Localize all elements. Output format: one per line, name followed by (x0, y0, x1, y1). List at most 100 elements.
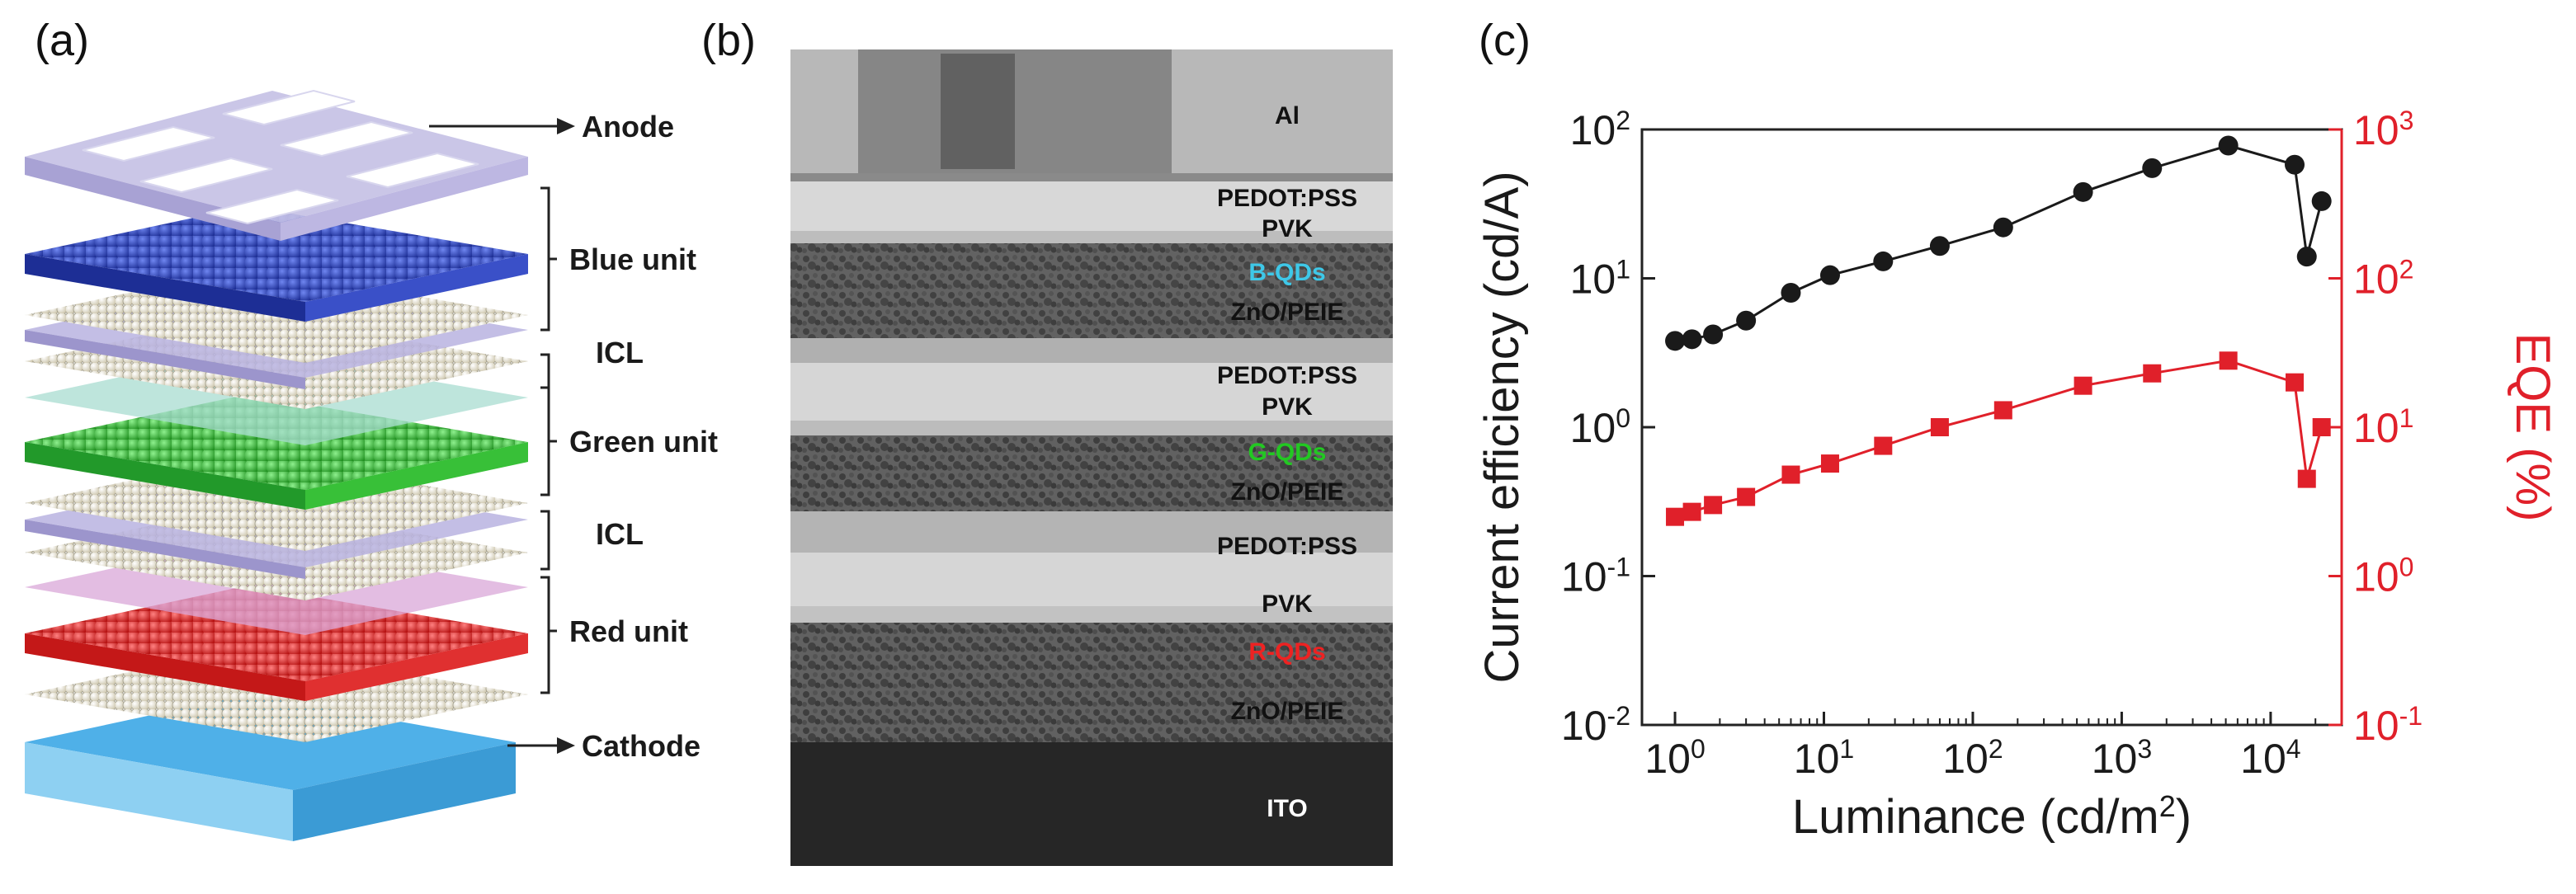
eqe-point-13 (2297, 469, 2316, 488)
pedot-label-2: PEDOT:PSS (1217, 362, 1357, 389)
anode-layer (25, 89, 528, 241)
y2-tick-label-4: 103 (2353, 106, 2413, 153)
x-tick-label-0: 100 (1644, 734, 1705, 782)
series-lines (1674, 144, 2324, 519)
y-tick-label-1: 10-1 (1561, 553, 1630, 600)
ce-point-1 (1682, 329, 1702, 350)
eqe-point-10 (2143, 364, 2162, 383)
ce-point-3 (1736, 310, 1757, 331)
y2-tick-label-0: 10-1 (2353, 701, 2423, 749)
series-markers (1665, 135, 2332, 526)
x-tick-label-3: 103 (2092, 734, 2152, 782)
green-unit-label: Green unit (569, 425, 718, 459)
x-tick-label-4: 104 (2240, 734, 2300, 782)
y2-tick-label-1: 100 (2353, 553, 2413, 600)
x-axis-title: Luminance (cd/m2) (1792, 789, 2191, 845)
y2-tick-label-3: 102 (2353, 255, 2413, 303)
zno-label-2: ZnO/PEIE (1231, 478, 1344, 506)
series-line-1 (1674, 359, 2324, 519)
y-tick-label-2: 100 (1570, 403, 1630, 451)
red-unit-label: Red unit (569, 614, 688, 648)
pvk-label-3: PVK (1262, 591, 1313, 618)
pedot-label-3: PEDOT:PSS (1217, 533, 1357, 560)
plot-frame (1640, 128, 2343, 727)
eqe-point-5 (1820, 454, 1839, 473)
ce-point-11 (2218, 135, 2239, 156)
eqe-point-12 (2286, 373, 2305, 392)
icl-lower-label: ICL (596, 517, 644, 551)
series-line-0 (1674, 144, 2324, 342)
icl-lower-bracket (540, 510, 550, 571)
cathode-arrowhead (557, 737, 575, 754)
x-tick-label-1: 101 (1794, 734, 1854, 782)
ito-layer (790, 742, 1393, 866)
y2-axis-ticks: 10-1 100 101 102 103 (2328, 106, 2423, 749)
y-axis-title: Current efficiency (cd/A) (1475, 171, 1529, 683)
green-unit-bracket (540, 386, 557, 496)
ce-point-5 (1819, 265, 1840, 285)
icl-upper-label: ICL (596, 336, 644, 369)
al-label: Al (1275, 102, 1300, 129)
cathode-layer (25, 694, 516, 841)
pvk-label-1: PVK (1262, 215, 1313, 242)
ce-point-4 (1781, 282, 1801, 303)
ce-point-7 (1929, 236, 1950, 256)
device-stack-illustration: Anode Blue unit ICL Green unit ICL Red u… (25, 89, 718, 841)
anode-label: Anode (582, 110, 674, 144)
r-qds-label: R-QDs (1248, 638, 1325, 666)
eqe-point-0 (1666, 507, 1685, 526)
ce-point-8 (1993, 217, 2013, 238)
y2-axis-title: EQE (%) (2506, 333, 2559, 522)
tem-image: Al PEDOT:PSS PVK B-QDs ZnO/PEIE PEDOT:PS… (790, 49, 1393, 866)
x-tick-label-2: 102 (1942, 734, 2003, 782)
eqe-point-1 (1682, 502, 1701, 521)
ce-point-14 (2311, 191, 2332, 211)
y-tick-label-3: 101 (1570, 255, 1630, 303)
zno-label-1: ZnO/PEIE (1231, 299, 1344, 326)
eqe-point-9 (2074, 376, 2092, 395)
ito-label: ITO (1267, 795, 1307, 822)
ce-point-10 (2142, 158, 2163, 178)
panel-b-tem-cross-section: (b) (693, 0, 1403, 890)
y-tick-label-4: 102 (1570, 106, 1630, 153)
b-qds-label: B-QDs (1248, 259, 1325, 286)
ce-point-13 (2296, 247, 2317, 267)
icl-upper-bracket (540, 353, 550, 389)
pedot-layer-1 (790, 181, 1393, 231)
eqe-point-7 (1930, 418, 1949, 436)
pedot-label-1: PEDOT:PSS (1217, 185, 1357, 212)
eqe-point-8 (1993, 401, 2012, 420)
eqe-point-6 (1874, 436, 1893, 455)
panel-a-device-stack: (a) (0, 0, 776, 890)
x-axis-ticks: 100 101 102 103 104 (1644, 712, 2342, 782)
anode-arrowhead (557, 118, 575, 134)
blue-unit-label: Blue unit (569, 242, 696, 276)
ce-point-12 (2285, 154, 2305, 175)
ce-point-0 (1665, 331, 1686, 351)
panel-c-efficiency-chart: (c) 100 101 102 103 104 10-2 10-1 100 101 102 10… (1452, 0, 2576, 890)
blue-unit-layer (25, 206, 528, 363)
eqe-point-4 (1781, 465, 1800, 484)
red-unit-layer (25, 539, 528, 742)
y2-tick-label-2: 101 (2353, 403, 2413, 451)
cathode-label: Cathode (582, 729, 701, 763)
panel-a-label: (a) (35, 16, 89, 65)
y-axis-ticks: 10-2 10-1 100 101 102 (1561, 106, 1655, 749)
g-qds-label: G-QDs (1248, 439, 1326, 466)
zno-label-3: ZnO/PEIE (1231, 698, 1344, 725)
ce-point-2 (1703, 324, 1724, 345)
ce-point-9 (2073, 181, 2093, 202)
panel-b-label: (b) (701, 16, 756, 65)
b-qds-layer (790, 243, 1393, 338)
g-qds-layer (790, 435, 1393, 511)
ce-point-6 (1873, 251, 1894, 271)
blue-unit-bracket (540, 186, 557, 332)
eqe-point-2 (1704, 496, 1723, 515)
pedot-layer-2 (790, 363, 1393, 421)
panel-c-label: (c) (1479, 16, 1531, 65)
eqe-point-14 (2312, 418, 2331, 436)
r-qds-layer (790, 623, 1393, 742)
red-unit-bracket (540, 576, 557, 694)
pvk-label-2: PVK (1262, 393, 1313, 421)
eqe-point-11 (2219, 351, 2238, 370)
